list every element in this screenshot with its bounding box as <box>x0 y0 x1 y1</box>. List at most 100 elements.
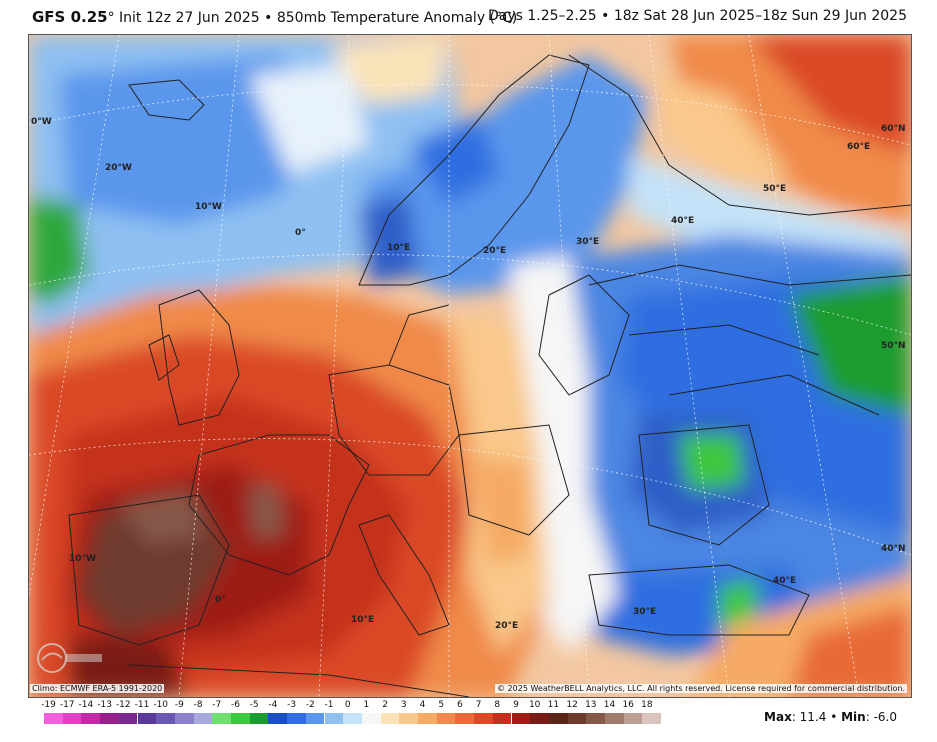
colorbar-swatch <box>62 713 82 724</box>
scandinavia-outline <box>358 54 590 286</box>
max-value: : 11.4 • <box>791 710 842 724</box>
colorbar-tick-label: 11 <box>547 700 560 710</box>
colorbar-tick-label: 4 <box>419 700 426 710</box>
label-60e: 60°E <box>847 142 870 152</box>
turkey-outline <box>588 564 810 636</box>
colorbar-tick-label: -6 <box>231 700 240 710</box>
colorbar-swatch <box>399 713 418 724</box>
colorbar-tick-label: -10 <box>153 700 169 710</box>
colorbar-tick-label: -13 <box>97 700 112 710</box>
iceland-outline <box>128 79 205 121</box>
colorbar-tick-label: -8 <box>193 700 203 710</box>
colorbar-swatch <box>118 713 138 724</box>
colorbar-tick-label: 18 <box>641 700 653 710</box>
label-30e: 30°E <box>576 237 599 247</box>
russia-north-border <box>568 54 911 216</box>
label-0: 0° <box>295 228 306 238</box>
model-name: GFS 0.25 <box>32 8 108 26</box>
title-left: GFS 0.25° Init 12z 27 Jun 2025 • 850mb T… <box>32 8 517 26</box>
colorbar-tick-label: -19 <box>41 700 56 710</box>
label-10e-south: 10°E <box>351 615 374 625</box>
britain-outline <box>158 289 240 426</box>
copyright-note: © 2025 WeatherBELL Analytics, LLC. All r… <box>495 684 907 693</box>
label-0w: 0°W <box>31 117 52 127</box>
colorbar-tick-label: -9 <box>174 700 184 710</box>
max-label: Max <box>764 710 792 724</box>
coastlines <box>68 54 911 697</box>
black-sea-outline <box>638 424 770 546</box>
label-20e-south: 20°E <box>495 621 518 631</box>
colorbar-swatch <box>492 713 512 724</box>
colorbar-tick-label: -11 <box>134 700 150 710</box>
colorbar-tick-label: 10 <box>528 700 541 710</box>
colorbar-swatch <box>418 713 437 724</box>
colorbar-tick-label: 0 <box>344 700 351 710</box>
colorbar-tick-label: 2 <box>382 700 388 710</box>
min-value: : -6.0 <box>865 710 897 724</box>
label-20e: 20°E <box>483 246 506 256</box>
colorbar-tick-label: 5 <box>438 700 445 710</box>
label-0-south: 0° <box>215 595 226 605</box>
label-10e: 10°E <box>387 243 410 253</box>
label-10w: 10°W <box>195 202 222 212</box>
colorbar-tick-label: -17 <box>59 700 75 710</box>
colorbar-swatch <box>231 713 250 724</box>
colorbar-swatch <box>324 713 344 724</box>
weatherbell-logo-icon <box>37 643 102 673</box>
anomaly-field <box>29 35 911 697</box>
colorbar-tick-label: -3 <box>287 700 297 710</box>
inner-border-1 <box>628 324 820 356</box>
colorbar-swatch <box>567 713 587 724</box>
colorbar-swatch <box>586 713 605 724</box>
colorbar-swatch <box>361 713 381 724</box>
colorbar-tick-label: -14 <box>78 700 94 710</box>
france-outline <box>188 434 370 576</box>
colorbar-swatch <box>623 713 643 724</box>
label-10w-south: 10°W <box>69 554 96 564</box>
colorbar-swatch <box>287 713 306 724</box>
climo-note: Climo: ECMWF ERA-5 1991-2020 <box>30 684 165 693</box>
colorbar-tick-label: 13 <box>585 700 597 710</box>
colorbar: -19 -17 -14 -13 -12 -11 -10 -9 -8 -7 -6 -5 -4 -3 -2 -1 0… <box>40 700 662 730</box>
colorbar-swatch <box>44 713 63 724</box>
label-30e-south: 30°E <box>633 607 656 617</box>
colorbar-tick-label: -4 <box>268 700 278 710</box>
north-africa-coast <box>128 664 470 697</box>
colorbar-tick-label: 8 <box>494 700 501 710</box>
label-50n: 50°N <box>881 341 906 351</box>
denmark-outline <box>388 304 450 366</box>
colorbar-tick-label: -12 <box>115 700 131 710</box>
colorbar-tick-label: 9 <box>513 700 519 710</box>
colorbar-swatch <box>605 713 624 724</box>
map-frame: 0°W 20°W 10°W 0° 10°E 20°E 30°E 40°E 50°… <box>28 34 912 698</box>
colorbar-swatch <box>530 713 549 724</box>
colorbar-swatch <box>343 713 362 724</box>
colorbar-tick-label: 16 <box>622 700 634 710</box>
label-20w: 20°W <box>105 163 132 173</box>
russia-border <box>588 264 911 286</box>
graticule <box>29 35 911 697</box>
colorbar-swatch <box>156 713 175 724</box>
anomaly-map: 0°W 20°W 10°W 0° 10°E 20°E 30°E 40°E 50°… <box>29 35 911 697</box>
colorbar-swatch <box>305 713 325 724</box>
iberia-outline <box>68 494 230 646</box>
colorbar-tick-label: -7 <box>212 700 222 710</box>
label-60n: 60°N <box>881 124 906 134</box>
colorbar-swatch <box>474 713 493 724</box>
degree-mark: ° <box>107 10 115 26</box>
colorbar-tick-label: 14 <box>603 700 616 710</box>
colorbar-tick-label: 12 <box>566 700 578 710</box>
colorbar-tick-label: 7 <box>475 700 482 710</box>
balkans-outline <box>458 424 570 536</box>
colorbar-tick-label: 3 <box>400 700 407 710</box>
init-text: Init 12z 27 Jun 2025 • 850mb Temperature… <box>114 10 518 26</box>
inner-border-2 <box>668 374 880 416</box>
colorbar-swatch <box>212 713 231 724</box>
ireland-outline <box>148 334 180 381</box>
baltic-outline <box>538 274 630 396</box>
colorbar-tick-label: -2 <box>305 700 315 710</box>
colorbar-tick-label: 6 <box>457 700 463 710</box>
colorbar-tick-label: -5 <box>249 700 259 710</box>
colorbar-swatch <box>642 713 662 724</box>
colorbar-swatch <box>137 713 157 724</box>
